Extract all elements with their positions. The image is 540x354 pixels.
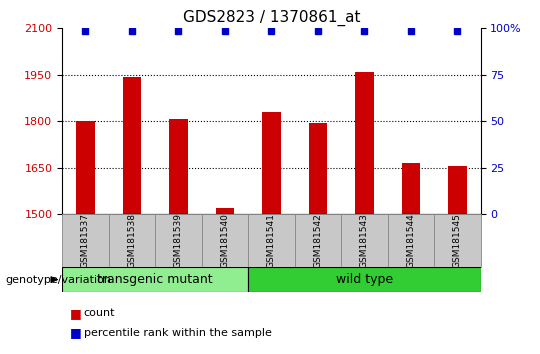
Text: ■: ■	[70, 326, 82, 339]
Bar	[295, 214, 341, 267]
Text: GSM181538: GSM181538	[127, 213, 136, 268]
Bar	[62, 267, 248, 292]
Bar	[448, 166, 467, 214]
Text: transgenic mutant: transgenic mutant	[97, 273, 213, 286]
Text: percentile rank within the sample: percentile rank within the sample	[84, 328, 272, 338]
Bar	[402, 163, 420, 214]
Text: GSM181545: GSM181545	[453, 213, 462, 268]
Text: ■: ■	[70, 307, 82, 320]
Bar	[123, 77, 141, 214]
Bar	[76, 121, 94, 214]
Text: genotype/variation: genotype/variation	[5, 275, 111, 285]
Text: GSM181540: GSM181540	[220, 213, 230, 268]
Bar	[388, 214, 434, 267]
Bar	[109, 214, 155, 267]
Bar	[248, 214, 295, 267]
Text: GSM181543: GSM181543	[360, 213, 369, 268]
Text: GSM181542: GSM181542	[313, 213, 322, 268]
Bar	[169, 119, 188, 214]
Bar	[355, 72, 374, 214]
Text: GSM181537: GSM181537	[81, 213, 90, 268]
Text: GSM181541: GSM181541	[267, 213, 276, 268]
Bar	[215, 208, 234, 214]
Bar	[201, 214, 248, 267]
Bar	[155, 214, 201, 267]
Bar	[434, 214, 481, 267]
Bar	[262, 112, 281, 214]
Text: GSM181544: GSM181544	[407, 213, 415, 268]
Title: GDS2823 / 1370861_at: GDS2823 / 1370861_at	[183, 9, 360, 25]
Bar	[62, 214, 109, 267]
Bar	[308, 124, 327, 214]
Text: count: count	[84, 308, 115, 318]
Bar	[248, 267, 481, 292]
Bar	[341, 214, 388, 267]
Text: GSM181539: GSM181539	[174, 213, 183, 268]
Text: wild type: wild type	[336, 273, 393, 286]
